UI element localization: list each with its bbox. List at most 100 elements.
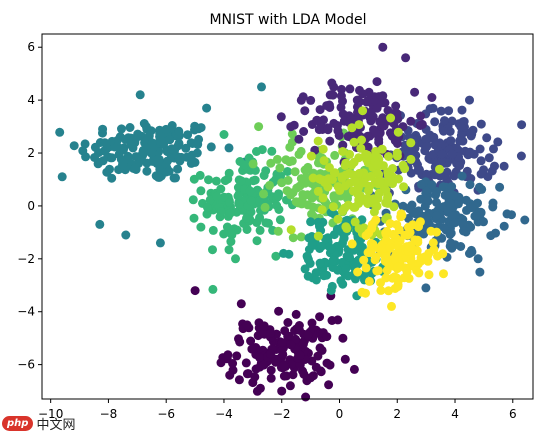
- scatter-point: [383, 198, 393, 208]
- scatter-point: [322, 101, 332, 111]
- scatter-point: [385, 242, 395, 252]
- scatter-point: [98, 124, 108, 134]
- scatter-point: [369, 194, 379, 204]
- scatter-point: [311, 275, 321, 285]
- scatter-point: [337, 84, 346, 94]
- scatter-point: [296, 232, 306, 242]
- scatter-point: [467, 203, 477, 213]
- scatter-point: [275, 215, 285, 225]
- scatter-point: [490, 161, 499, 171]
- scatter-point: [236, 299, 246, 309]
- scatter-point: [259, 189, 268, 199]
- scatter-point: [319, 115, 328, 125]
- scatter-point: [116, 154, 126, 164]
- scatter-point: [308, 202, 318, 212]
- scatter-point: [421, 283, 431, 293]
- scatter-point: [255, 362, 265, 372]
- scatter-point: [167, 144, 177, 154]
- scatter-point: [439, 223, 449, 233]
- scatter-point: [337, 173, 347, 183]
- scatter-point: [296, 146, 306, 156]
- scatter-point: [233, 191, 243, 201]
- scatter-point: [439, 126, 449, 136]
- scatter-point: [488, 198, 498, 208]
- scatter-point: [287, 156, 297, 166]
- scatter-point: [57, 172, 67, 182]
- scatter-point: [389, 254, 399, 264]
- scatter-point: [361, 288, 370, 298]
- scatter-point: [406, 168, 416, 178]
- scatter-point: [426, 226, 436, 236]
- scatter-point: [307, 356, 317, 366]
- scatter-point: [347, 239, 357, 249]
- scatter-point: [328, 263, 338, 272]
- scatter-point: [329, 192, 339, 202]
- scatter-point: [192, 148, 202, 158]
- scatter-point: [196, 186, 206, 196]
- scatter-point: [349, 137, 359, 147]
- scatter-point: [330, 150, 340, 160]
- scatter-point: [279, 248, 288, 258]
- scatter-point: [354, 224, 364, 234]
- scatter-point: [245, 186, 255, 196]
- scatter-point: [303, 271, 313, 281]
- scatter-point: [406, 116, 416, 126]
- scatter-point: [318, 144, 328, 154]
- scatter-point: [396, 209, 406, 219]
- scatter-point: [457, 105, 467, 115]
- scatter-point: [248, 159, 258, 169]
- scatter-point: [348, 170, 358, 180]
- scatter-point: [385, 219, 395, 229]
- scatter-point: [266, 365, 276, 375]
- scatter-point: [353, 267, 363, 277]
- scatter-point: [259, 321, 269, 331]
- scatter-point: [451, 218, 460, 227]
- scatter-point: [259, 171, 269, 180]
- scatter-point: [363, 248, 373, 257]
- scatter-point: [272, 154, 282, 164]
- scatter-point: [115, 132, 125, 142]
- scatter-point: [336, 91, 346, 101]
- scatter-point: [164, 166, 174, 176]
- scatter-point: [313, 231, 323, 241]
- scatter-point: [287, 129, 297, 139]
- scatter-point: [405, 204, 415, 214]
- scatter-point: [271, 251, 281, 261]
- scatter-point: [326, 244, 336, 254]
- scatter-point: [328, 202, 338, 212]
- scatter-point: [205, 195, 215, 205]
- scatter-point: [474, 182, 484, 192]
- scatter-point: [298, 339, 308, 349]
- scatter-point: [208, 225, 218, 235]
- scatter-point: [446, 238, 456, 248]
- y-tick-label: 0: [27, 199, 35, 213]
- scatter-point: [80, 139, 90, 149]
- scatter-point: [208, 245, 217, 255]
- scatter-point: [316, 175, 326, 185]
- scatter-point: [313, 136, 323, 146]
- scatter-point: [355, 245, 365, 255]
- scatter-point: [247, 344, 257, 354]
- scatter-point: [117, 124, 126, 134]
- scatter-point: [416, 194, 426, 204]
- scatter-point: [382, 226, 392, 236]
- scatter-point: [456, 122, 466, 132]
- x-tick-label: 0: [336, 407, 344, 421]
- scatter-point: [405, 242, 415, 252]
- scatter-point: [442, 167, 452, 177]
- scatter-point: [306, 95, 316, 105]
- watermark: php 中文网: [2, 414, 75, 433]
- scatter-point: [378, 42, 388, 52]
- scatter-point: [291, 197, 301, 207]
- scatter-point: [422, 169, 431, 179]
- scatter-point: [352, 95, 362, 105]
- scatter-point: [290, 167, 300, 177]
- scatter-point: [315, 105, 325, 115]
- scatter-point: [55, 127, 65, 137]
- y-tick-label: −2: [17, 252, 35, 266]
- scatter-point: [317, 241, 327, 251]
- scatter-point: [340, 354, 350, 364]
- scatter-point: [228, 359, 238, 368]
- scatter-point: [465, 95, 474, 105]
